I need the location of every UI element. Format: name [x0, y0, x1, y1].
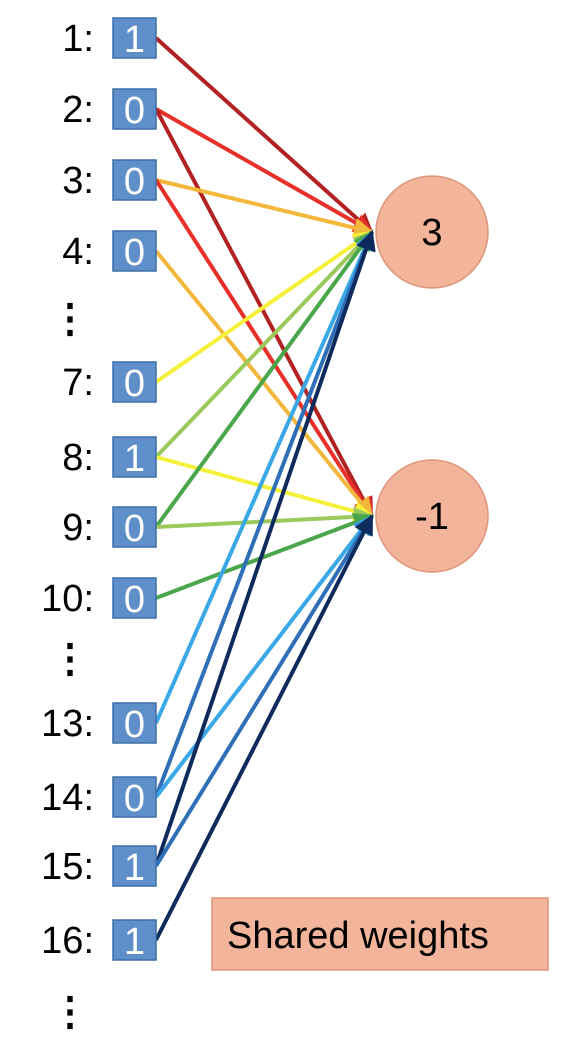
- arrow-input-16-to-node-2: [154, 514, 374, 941]
- ellipsis-group: ⋮ ⋮ ⋮: [50, 297, 90, 1034]
- input-value-box: [112, 506, 157, 548]
- arrow-input-3-to-node-2: [154, 178, 374, 518]
- input-value-box: [112, 776, 157, 818]
- input-row: 15: 1: [41, 845, 157, 889]
- input-value: 0: [124, 508, 145, 550]
- output-node-2: -1: [375, 459, 489, 573]
- input-column: 1: 12: 03: 04: 07: 08: 19: 010: 013: 014: 015: 116:…: [41, 17, 157, 963]
- input-row: 4: 0: [62, 230, 157, 274]
- input-value: 0: [124, 90, 145, 132]
- input-value: 1: [124, 921, 145, 963]
- arrow-input-1-to-node-1: [154, 36, 374, 234]
- input-row: 14: 0: [41, 776, 157, 820]
- input-value-box: [112, 845, 157, 887]
- input-index-label: 7:: [62, 362, 94, 404]
- arrow-input-14-to-node-1: [154, 230, 375, 798]
- input-index-label: 15:: [41, 846, 94, 888]
- legend-box: Shared weights: [211, 897, 549, 971]
- arrow-input-15-to-node-2: [154, 514, 374, 868]
- input-value-box: [112, 17, 157, 59]
- legend-label: Shared weights: [227, 915, 489, 957]
- output-nodes: 3 -1: [375, 175, 489, 573]
- input-index-label: 9:: [62, 507, 94, 549]
- input-index-label: 1:: [62, 18, 94, 60]
- input-value: 0: [124, 363, 145, 405]
- input-value: 0: [124, 778, 145, 820]
- input-row: 16: 1: [41, 919, 157, 963]
- input-value-box: [112, 159, 157, 201]
- ellipsis-after-10: ⋮: [50, 637, 90, 681]
- input-value-box: [112, 436, 157, 478]
- input-index-label: 8:: [62, 437, 94, 479]
- input-row: 13: 0: [41, 702, 157, 746]
- input-value: 0: [124, 161, 145, 203]
- arrow-input-2-to-node-1: [155, 107, 374, 234]
- arrow-input-10-to-node-2: [155, 513, 374, 600]
- arrow-input-2-to-node-2: [154, 108, 374, 518]
- input-value-box: [112, 577, 157, 619]
- output-node-circle: [375, 459, 489, 573]
- input-index-label: 3:: [62, 160, 94, 202]
- arrow-input-7-to-node-1: [154, 230, 374, 384]
- output-node-circle: [375, 175, 489, 289]
- arrow-input-15-to-node-1: [154, 230, 376, 867]
- input-index-label: 14:: [41, 777, 94, 819]
- input-index-label: 13:: [41, 703, 94, 745]
- input-index-label: 4:: [62, 231, 94, 273]
- input-row: 10: 0: [41, 577, 157, 621]
- arrow-input-14-to-node-2: [154, 514, 374, 799]
- arrow-input-9-to-node-1: [154, 230, 374, 529]
- arrow-input-13-to-node-1: [154, 230, 374, 724]
- input-value: 0: [124, 232, 145, 274]
- input-row: 2: 0: [62, 88, 157, 132]
- input-value: 0: [124, 579, 145, 621]
- input-row: 8: 1: [62, 436, 157, 480]
- input-value-box: [112, 88, 157, 130]
- output-node-value: -1: [415, 496, 449, 538]
- input-row: 9: 0: [62, 506, 157, 550]
- arrow-input-8-to-node-2: [155, 455, 374, 521]
- input-index-label: 10:: [41, 578, 94, 620]
- input-value-box: [112, 919, 157, 961]
- input-value-box: [112, 361, 157, 403]
- input-value-box: [112, 230, 157, 272]
- input-value: 0: [124, 704, 145, 746]
- input-row: 1: 1: [62, 17, 157, 61]
- connection-arrows: [154, 36, 376, 941]
- legend-background: [211, 897, 549, 971]
- ellipsis-after-4: ⋮: [50, 297, 90, 341]
- arrow-input-4-to-node-2: [154, 249, 374, 518]
- arrow-input-9-to-node-2: [155, 506, 374, 529]
- input-index-label: 16:: [41, 920, 94, 962]
- ellipsis-after-16: ⋮: [50, 990, 90, 1034]
- arrow-input-3-to-node-1: [155, 178, 374, 238]
- input-value: 1: [124, 847, 145, 889]
- input-value: 1: [124, 438, 145, 480]
- output-node-1: 3: [375, 175, 489, 289]
- arrow-input-8-to-node-1: [154, 230, 374, 459]
- input-row: 7: 0: [62, 361, 157, 405]
- input-value: 1: [124, 19, 145, 61]
- input-index-label: 2:: [62, 89, 94, 131]
- input-value-box: [112, 702, 157, 744]
- input-row: 3: 0: [62, 159, 157, 203]
- output-node-value: 3: [421, 212, 442, 254]
